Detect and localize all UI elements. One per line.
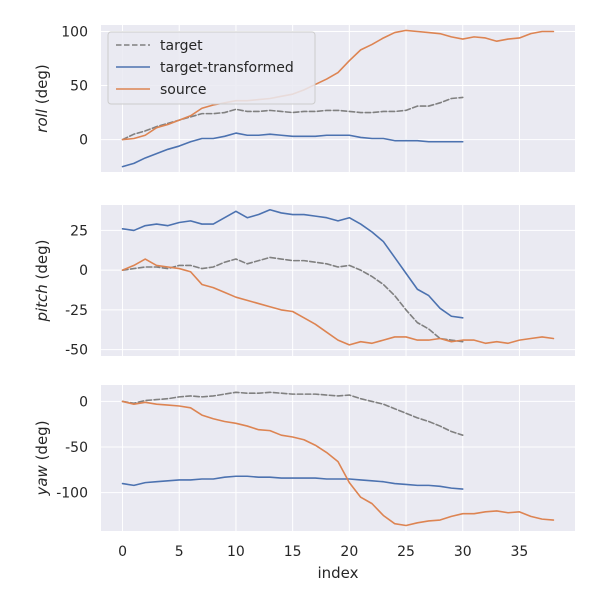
x-tick-label: 15 (284, 544, 302, 560)
pitch-plot-background (101, 205, 575, 356)
pitch-y-tick-label: -50 (65, 343, 88, 359)
legend: target target-transformed source (107, 31, 316, 105)
pitch-y-tick-label: 0 (79, 263, 88, 279)
pitch-target-line (121, 256, 464, 343)
yaw-source-line (121, 400, 555, 527)
x-tick-label: 20 (340, 544, 358, 560)
yaw-y-tick-label: -50 (65, 440, 88, 456)
yaw-y-axis-label: yaw (deg) (33, 420, 51, 496)
legend-label-target: target (160, 38, 203, 54)
roll-ylabel-unit: (deg) (33, 64, 51, 109)
x-tick-label: 10 (227, 544, 245, 560)
roll-y-tick-label: 100 (61, 24, 88, 40)
pitch-y-tick-label: 25 (70, 223, 88, 239)
legend-frame (107, 31, 316, 105)
pitch-ylabel-unit: (deg) (33, 239, 51, 284)
pitch-ylabel-angle: pitch (33, 284, 51, 322)
legend-label-target-transformed: target-transformed (160, 60, 294, 76)
legend-label-source: source (160, 82, 207, 98)
roll-y-tick-label: 0 (79, 133, 88, 149)
pitch-target-transformed-line (121, 208, 464, 319)
x-tick-label: 35 (511, 544, 529, 560)
roll-ylabel-angle: roll (33, 108, 51, 133)
x-tick-label: 5 (175, 544, 184, 560)
x-tick-label: 0 (118, 544, 127, 560)
pitch-y-tick-label: -25 (65, 303, 88, 319)
yaw-target-transformed-line (121, 475, 464, 490)
pitch-y-axis-label: pitch (deg) (33, 239, 51, 322)
yaw-ylabel-angle: yaw (33, 464, 51, 496)
x-tick-label: 25 (397, 544, 415, 560)
yaw-y-tick-label: -100 (56, 486, 88, 502)
pitch-panel: -50 -25 0 25 pitch (deg) (33, 205, 575, 359)
yaw-ylabel-unit: (deg) (33, 420, 51, 465)
yaw-y-tick-label: 0 (79, 394, 88, 410)
x-axis-label: index (317, 564, 358, 582)
yaw-target-line (121, 391, 464, 436)
roll-source-line (121, 29, 555, 141)
yaw-panel: -100 -50 0 yaw (deg) 0 5 10 15 20 25 30 35 (33, 385, 575, 560)
roll-target-transformed-line (121, 132, 464, 168)
roll-y-tick-label: 50 (70, 79, 88, 95)
yaw-plot-background (101, 385, 575, 531)
pitch-source-line (121, 258, 555, 346)
x-tick-label: 30 (454, 544, 472, 560)
roll-y-axis-label: roll (deg) (33, 64, 51, 132)
